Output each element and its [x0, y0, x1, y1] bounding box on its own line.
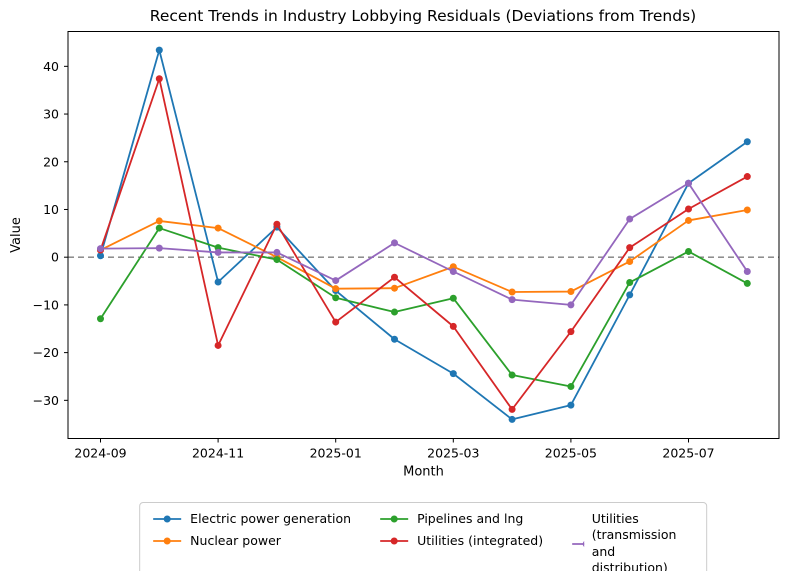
data-point-utilities-integrated-2025-02	[391, 273, 398, 281]
y-tick-label: −20	[33, 345, 59, 360]
legend-item-utilities-integrated: Utilities (integrated)	[379, 533, 543, 548]
data-point-nuclear-power-2025-06	[626, 257, 634, 265]
legend-marker-icon	[153, 515, 182, 522]
data-point-pipelines-and-lng-2025-08	[743, 279, 751, 287]
data-point-nuclear-power-2025-07	[685, 216, 692, 224]
data-point-nuclear-power-2025-05	[567, 288, 575, 296]
data-point-utilities-transmission-and-distribution-2025-03	[449, 268, 457, 276]
x-tick-label: 2024-09	[74, 446, 126, 461]
data-point-utilities-transmission-and-distribution-2025-04	[508, 296, 516, 304]
legend-label: Nuclear power	[190, 533, 281, 548]
y-tick-label: 10	[43, 202, 59, 217]
legend-column: Electric power generation Nuclear power	[152, 511, 351, 548]
legend-marker-icon	[380, 515, 409, 522]
data-point-pipelines-and-lng-2025-03	[449, 294, 457, 302]
legend-item-pipelines-and-lng: Pipelines and lng	[379, 511, 543, 526]
data-point-utilities-integrated-2025-03	[449, 322, 457, 330]
data-point-electric-power-generation-2025-04	[508, 415, 516, 423]
x-tick-label: 2024-11	[192, 446, 244, 461]
series-line-utilities-transmission-and-distribution	[100, 182, 749, 306]
data-point-nuclear-power-2024-10	[155, 217, 163, 225]
y-axis-label: Value	[9, 217, 24, 253]
data-point-electric-power-generation-2025-03	[449, 370, 457, 378]
y-tick-label: −30	[33, 393, 59, 408]
data-point-electric-power-generation-2024-11	[214, 278, 222, 286]
legend-marker-icon	[380, 537, 409, 544]
axes-spines	[67, 31, 780, 439]
data-point-pipelines-and-lng-2025-07	[685, 247, 692, 255]
x-axis-label: Month	[403, 465, 444, 480]
data-point-utilities-transmission-and-distribution-2024-09	[97, 245, 104, 253]
data-point-pipelines-and-lng-2024-09	[97, 315, 104, 323]
legend-item-nuclear-power: Nuclear power	[152, 533, 351, 548]
legend-column: Utilities (transmission and distribution…	[571, 511, 694, 571]
y-tick-label: −10	[33, 297, 59, 312]
data-point-utilities-integrated-2024-10	[155, 75, 163, 83]
data-point-nuclear-power-2025-04	[508, 288, 516, 296]
data-point-utilities-integrated-2025-05	[567, 328, 575, 336]
x-tick-label: 2025-03	[427, 446, 479, 461]
data-point-nuclear-power-2025-02	[391, 284, 398, 292]
data-point-pipelines-and-lng-2025-05	[567, 382, 575, 390]
data-point-pipelines-and-lng-2025-01	[332, 294, 340, 302]
data-point-utilities-transmission-and-distribution-2025-06	[626, 215, 634, 223]
data-point-utilities-transmission-and-distribution-2024-10	[155, 244, 163, 252]
series-line-nuclear-power	[100, 209, 748, 293]
legend-marker-icon	[572, 540, 584, 547]
data-point-utilities-integrated-2024-12	[273, 220, 281, 228]
data-point-nuclear-power-2024-11	[214, 224, 222, 232]
legend-marker-icon	[153, 537, 182, 544]
x-tick-label: 2025-01	[310, 446, 362, 461]
data-point-electric-power-generation-2025-05	[567, 401, 575, 409]
data-point-electric-power-generation-2025-08	[743, 138, 751, 146]
x-tick-label: 2025-05	[545, 446, 597, 461]
data-point-utilities-transmission-and-distribution-2025-02	[391, 239, 398, 247]
y-tick-label: 20	[43, 154, 59, 169]
y-tick-label: 40	[43, 59, 59, 74]
data-point-electric-power-generation-2025-06	[626, 291, 634, 299]
data-point-pipelines-and-lng-2025-02	[391, 308, 398, 316]
data-point-utilities-integrated-2025-07	[685, 205, 692, 213]
data-point-pipelines-and-lng-2025-04	[508, 371, 516, 379]
data-point-utilities-transmission-and-distribution-2025-01	[332, 277, 340, 285]
series-line-pipelines-and-lng	[99, 227, 748, 388]
data-point-electric-power-generation-2024-10	[155, 46, 163, 54]
legend-label: Pipelines and lng	[417, 511, 524, 526]
data-point-utilities-transmission-and-distribution-2024-12	[273, 248, 281, 256]
data-point-utilities-transmission-and-distribution-2025-08	[743, 268, 751, 276]
legend-label: Utilities (transmission and distribution…	[591, 511, 677, 571]
legend-item-utilities-transmission-and-distribution: Utilities (transmission and distribution…	[571, 511, 694, 571]
x-tick-label: 2025-07	[662, 446, 714, 461]
legend: Electric power generation Nuclear power Pi…	[139, 502, 707, 571]
data-point-utilities-integrated-2025-08	[743, 173, 751, 181]
legend-item-electric-power-generation: Electric power generation	[152, 511, 351, 526]
chart-title: Recent Trends in Industry Lobbying Resid…	[149, 7, 697, 25]
data-point-utilities-transmission-and-distribution-2025-05	[567, 301, 575, 309]
data-point-electric-power-generation-2025-02	[391, 335, 398, 343]
data-point-utilities-integrated-2025-04	[508, 405, 516, 413]
data-point-utilities-integrated-2025-01	[332, 318, 340, 326]
y-tick-label: 30	[43, 107, 59, 122]
series-line-electric-power-generation	[99, 49, 748, 421]
data-point-pipelines-and-lng-2024-12	[273, 256, 281, 264]
data-point-nuclear-power-2025-01	[332, 285, 340, 293]
data-point-pipelines-and-lng-2025-06	[626, 278, 634, 286]
data-point-utilities-transmission-and-distribution-2024-11	[214, 248, 222, 256]
y-tick-label: 0	[51, 250, 59, 265]
series-line-utilities-integrated	[99, 77, 748, 411]
plot-area: 40 30 20 10 0 −10 −20 −30 2024-09 2024-11 2025-01 2…	[9, 31, 780, 480]
data-point-nuclear-power-2025-08	[743, 206, 751, 214]
data-point-electric-power-generation-2024-09	[97, 252, 104, 260]
data-point-pipelines-and-lng-2024-10	[155, 224, 163, 232]
legend-column: Pipelines and lng Utilities (integrated)	[379, 511, 543, 548]
legend-label: Electric power generation	[190, 511, 352, 526]
data-point-utilities-transmission-and-distribution-2025-07	[685, 179, 692, 187]
data-point-utilities-integrated-2025-06	[626, 244, 634, 252]
data-point-utilities-integrated-2024-11	[214, 341, 222, 349]
legend-label: Utilities (integrated)	[417, 533, 544, 548]
